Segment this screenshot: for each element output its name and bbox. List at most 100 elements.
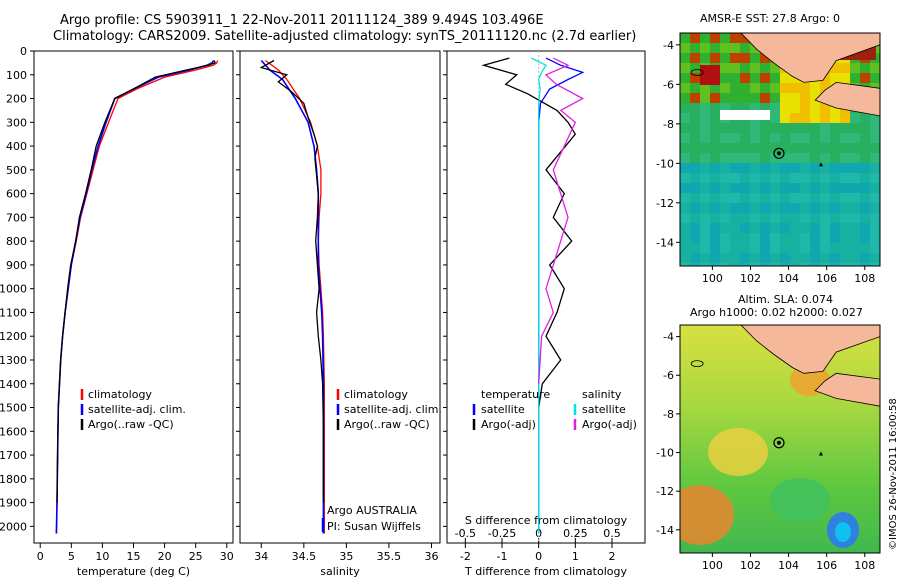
sst-cell bbox=[690, 123, 701, 134]
sst-cell bbox=[750, 253, 761, 264]
sst-cell bbox=[850, 113, 861, 124]
sst-cell bbox=[720, 73, 731, 84]
map-x-tick-label: 102 bbox=[740, 559, 761, 572]
sst-cell bbox=[740, 203, 751, 214]
x2-tick-label: 0.5 bbox=[603, 527, 621, 540]
sst-cell bbox=[830, 103, 841, 114]
sst-cell bbox=[740, 63, 751, 74]
x-tick-label: 10 bbox=[95, 550, 109, 563]
sst-cell bbox=[750, 63, 761, 74]
sst-cell bbox=[870, 143, 880, 154]
sst-cell bbox=[800, 213, 811, 224]
sst-cell bbox=[860, 143, 871, 154]
sst-cell bbox=[720, 33, 731, 44]
sst-cell bbox=[690, 163, 701, 174]
sst-cell bbox=[770, 173, 781, 184]
x-tick-label: -1 bbox=[497, 550, 508, 563]
sst-cell bbox=[700, 43, 711, 54]
sst-cell bbox=[790, 193, 801, 204]
sst-cell bbox=[850, 133, 861, 144]
sst-cell bbox=[710, 83, 721, 94]
sst-cell bbox=[700, 53, 711, 64]
sst-cell bbox=[840, 233, 851, 244]
sst-cell bbox=[780, 193, 791, 204]
map-x-tick-label: 108 bbox=[854, 559, 875, 572]
sst-cell bbox=[770, 163, 781, 174]
sst-cell bbox=[850, 193, 861, 204]
sst-cell bbox=[820, 243, 831, 254]
series-line bbox=[56, 60, 216, 503]
sst-cell bbox=[740, 193, 751, 204]
sst-cell bbox=[680, 253, 691, 264]
series-line bbox=[538, 57, 585, 384]
sst-cell bbox=[770, 203, 781, 214]
sst-cell bbox=[820, 143, 831, 154]
sst-cell bbox=[760, 223, 771, 234]
sla-map bbox=[676, 324, 881, 557]
sst-cell bbox=[710, 133, 721, 144]
sst-cell bbox=[690, 73, 701, 84]
series-line bbox=[481, 57, 577, 408]
sst-cell bbox=[700, 143, 711, 154]
sst-cell bbox=[860, 163, 871, 174]
sst-cell bbox=[720, 263, 731, 266]
sst-cell bbox=[690, 223, 701, 234]
sst-cell bbox=[680, 43, 691, 54]
sst-cell bbox=[710, 153, 721, 164]
sst-cell bbox=[780, 143, 791, 154]
sst-cell bbox=[700, 223, 711, 234]
sst-cell bbox=[710, 203, 721, 214]
map-y-tick-label: -12 bbox=[656, 197, 674, 210]
sst-cell bbox=[800, 223, 811, 234]
sst-cell bbox=[780, 233, 791, 244]
y-tick-label: 1300 bbox=[0, 354, 27, 367]
sst-cell bbox=[680, 53, 691, 64]
sst-cell bbox=[690, 253, 701, 264]
sst-cell bbox=[810, 103, 821, 114]
sst-cell bbox=[770, 133, 781, 144]
sst-cell bbox=[740, 243, 751, 254]
sst-cell bbox=[820, 103, 831, 114]
panel-frame bbox=[239, 50, 441, 544]
y-tick-label: 1800 bbox=[0, 473, 27, 486]
x2-tick-label: -0.5 bbox=[455, 527, 476, 540]
sst-cell bbox=[750, 103, 761, 114]
y-tick-label: 300 bbox=[6, 116, 27, 129]
sst-cell bbox=[720, 243, 731, 254]
sst-cell bbox=[750, 263, 761, 266]
sst-cell bbox=[680, 103, 691, 114]
sst-cell bbox=[730, 53, 741, 64]
y-tick-label: 1500 bbox=[0, 402, 27, 415]
sst-cell bbox=[700, 203, 711, 214]
sst-cell bbox=[730, 43, 741, 54]
sst-cell bbox=[770, 123, 781, 134]
sst-cell bbox=[680, 153, 691, 164]
sst-cell bbox=[800, 133, 811, 144]
sst-cell bbox=[730, 253, 741, 264]
x-axis-label: T difference from climatology bbox=[464, 565, 627, 578]
map-y-tick-label: -10 bbox=[656, 157, 674, 170]
panel-frame bbox=[446, 50, 646, 544]
sst-cell bbox=[690, 83, 701, 94]
sst-cell bbox=[700, 243, 711, 254]
sst-cell bbox=[780, 223, 791, 234]
sst-cell bbox=[700, 193, 711, 204]
map-x-tick-label: 102 bbox=[740, 272, 761, 285]
map-x-tick-label: 106 bbox=[816, 272, 837, 285]
sst-cell bbox=[770, 253, 781, 264]
sst-cell bbox=[740, 163, 751, 174]
sst-cell bbox=[790, 183, 801, 194]
sst-cell bbox=[740, 143, 751, 154]
sst-cell bbox=[770, 83, 781, 94]
sst-cell bbox=[810, 163, 821, 174]
sst-cell bbox=[870, 243, 880, 254]
x-tick-label: 5 bbox=[68, 550, 75, 563]
sst-cell bbox=[700, 103, 711, 114]
sst-cell bbox=[870, 203, 880, 214]
x-tick-label: 35 bbox=[339, 550, 353, 563]
sst-cell bbox=[820, 133, 831, 144]
sst-cell bbox=[820, 83, 831, 94]
sst-cell bbox=[770, 103, 781, 114]
sst-cell bbox=[810, 183, 821, 194]
